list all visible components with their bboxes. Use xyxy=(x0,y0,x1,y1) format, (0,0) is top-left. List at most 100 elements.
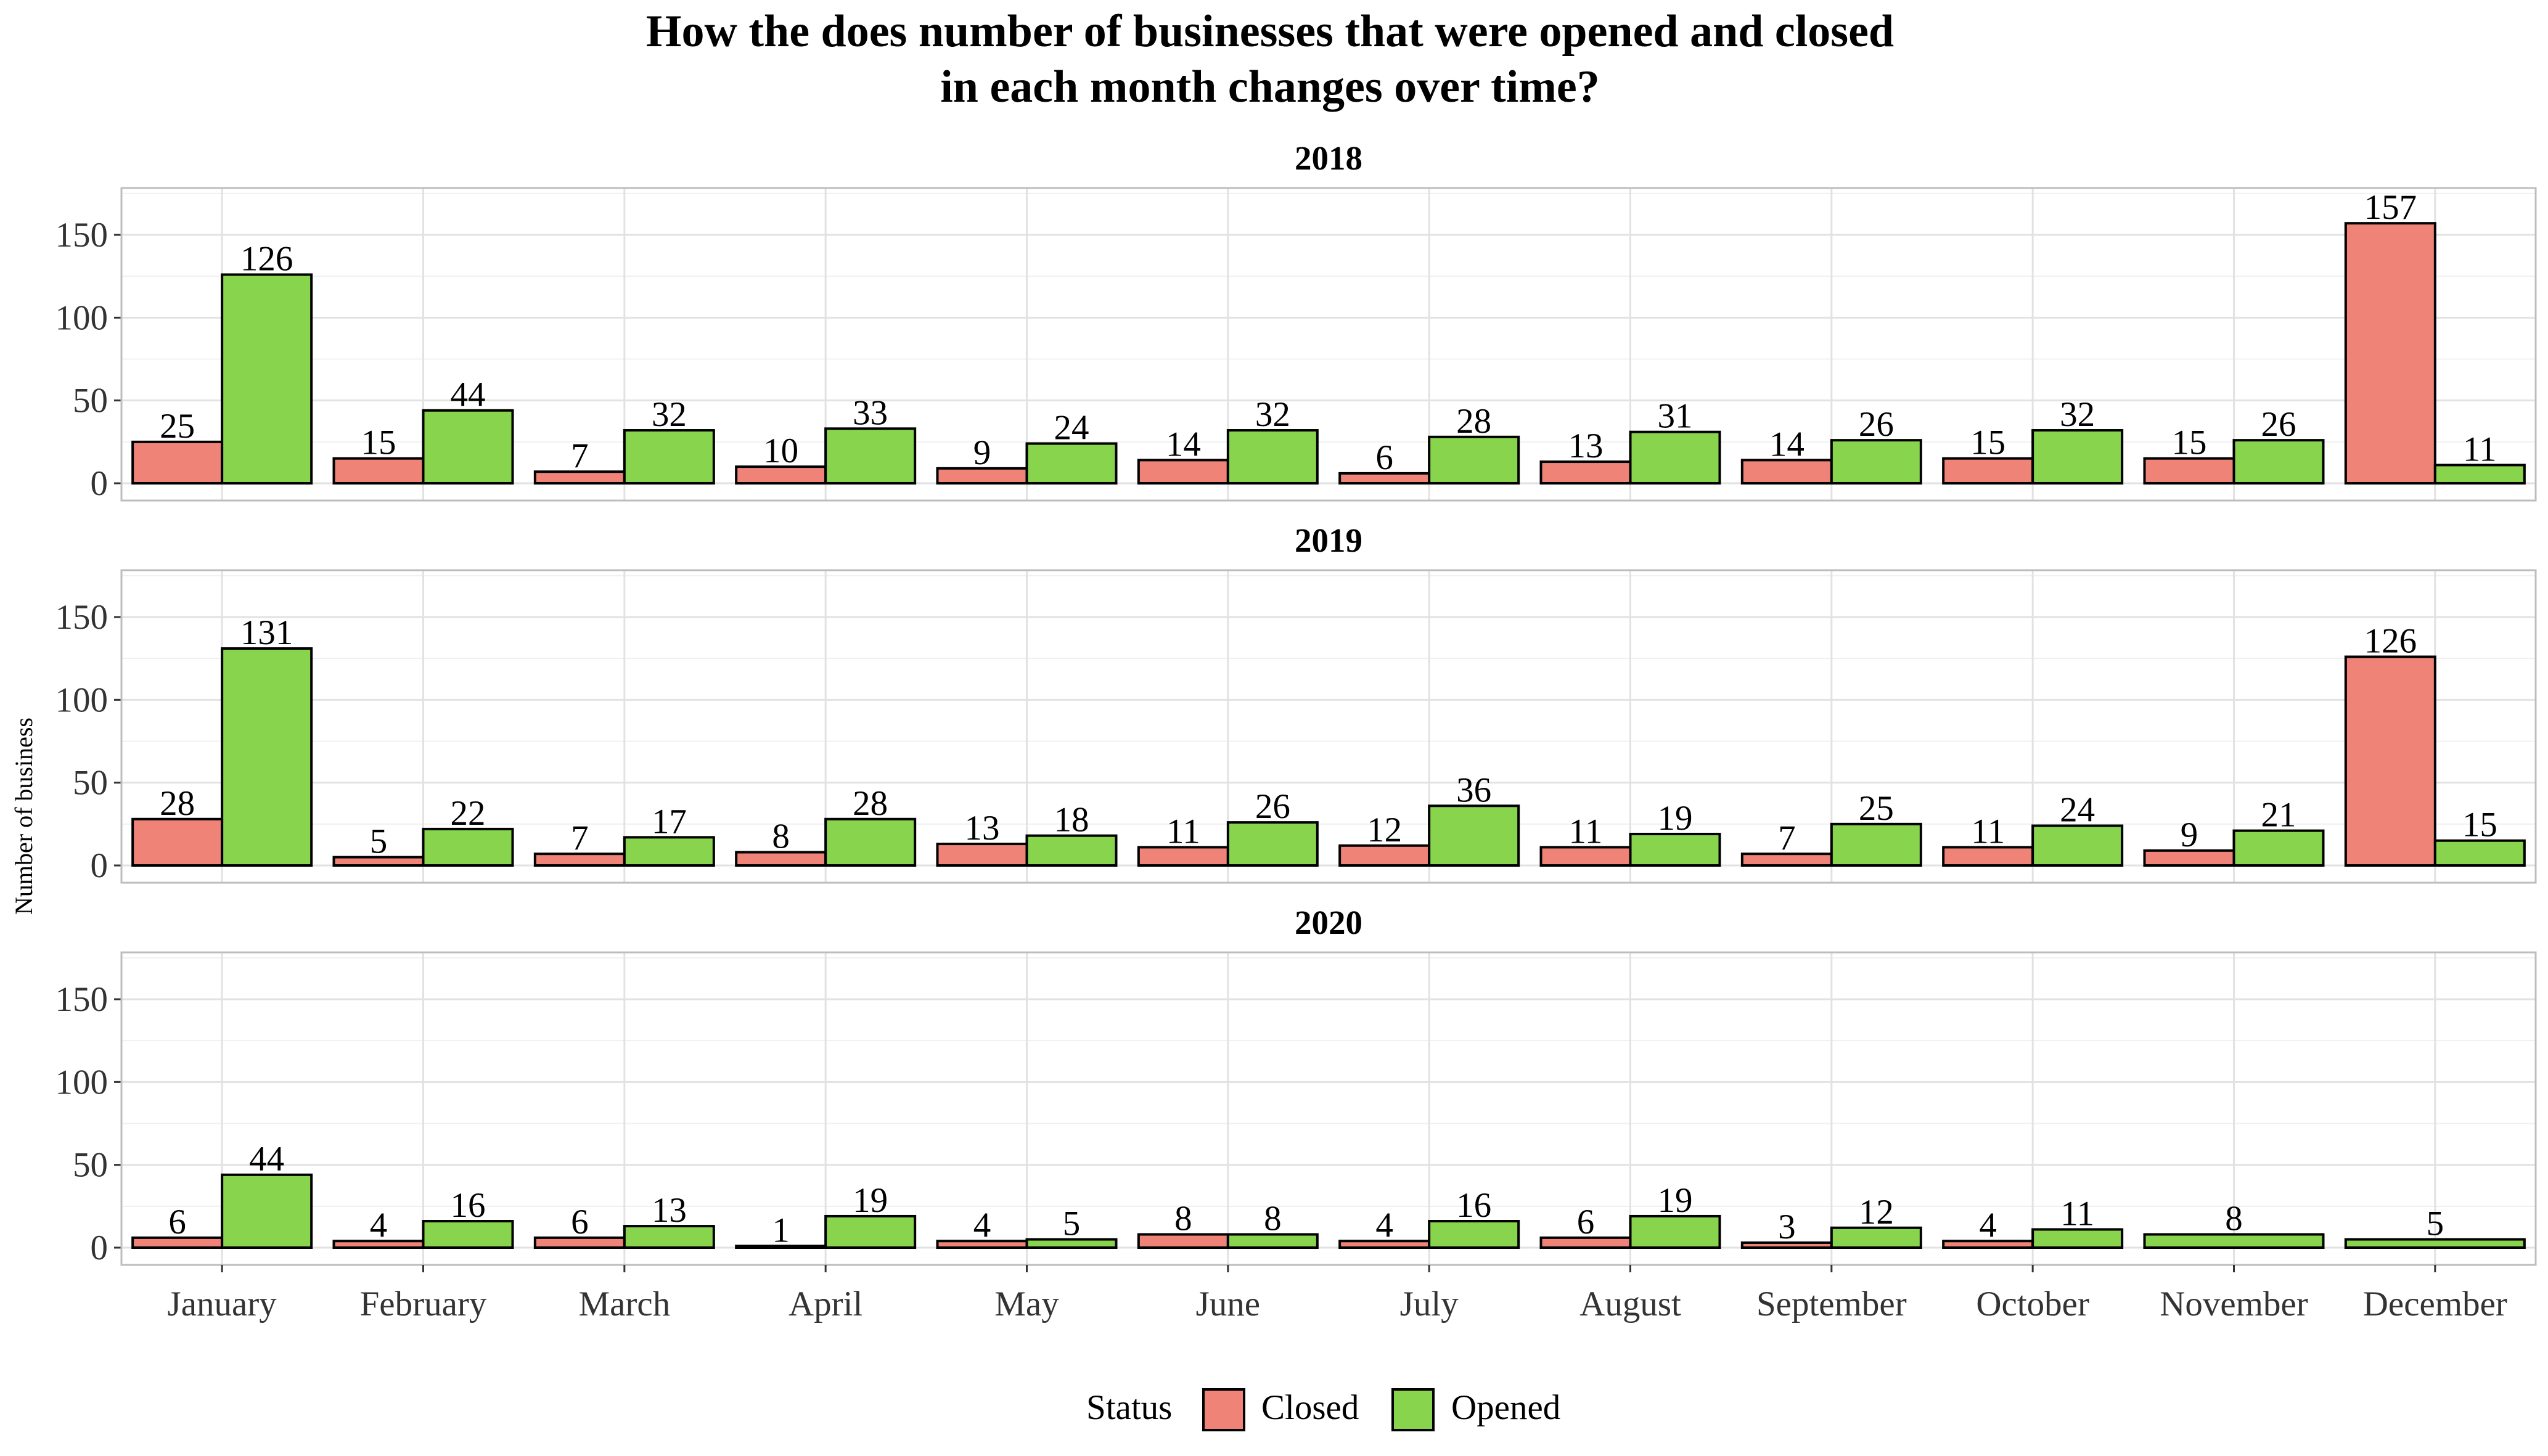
data-label-opened-2020-april: 19 xyxy=(853,1181,888,1220)
bar-opened-2019-november xyxy=(2232,829,2325,867)
legend-swatch-opened xyxy=(1391,1388,1435,1431)
bar-opened-2019-october xyxy=(2031,824,2124,867)
data-label-opened-2020-august: 19 xyxy=(1658,1181,1693,1220)
bar-opened-2019-february xyxy=(422,827,514,867)
data-label-closed-2020-january: 6 xyxy=(168,1203,186,1241)
bar-opened-2020-september xyxy=(1830,1226,1922,1249)
data-label-closed-2019-december: 126 xyxy=(2364,621,2417,660)
data-label-closed-2018-september: 14 xyxy=(1769,425,1804,464)
data-label-closed-2018-august: 13 xyxy=(1568,427,1604,465)
bar-opened-2018-january xyxy=(221,273,313,485)
bar-closed-2018-january xyxy=(131,440,224,485)
x-axis: January February March April May June July Augu… xyxy=(168,1265,2507,1323)
data-label-opened-2018-january: 126 xyxy=(240,239,293,278)
bar-closed-2019-october xyxy=(1942,846,2034,867)
bar-opened-2020-february xyxy=(422,1220,514,1249)
data-label-closed-2018-march: 7 xyxy=(571,436,589,475)
data-label-opened-2020-july: 16 xyxy=(1456,1186,1491,1225)
y-tick-label: 100 xyxy=(55,298,109,337)
data-label-opened-2019-november: 21 xyxy=(2261,796,2296,835)
bar-opened-2018-october xyxy=(2031,429,2124,485)
bar-opened-2018-june xyxy=(1226,429,1319,485)
data-label-closed-2018-october: 15 xyxy=(1970,423,2005,462)
data-label-closed-2019-may: 13 xyxy=(965,809,1000,848)
bar-opened-2018-august xyxy=(1629,430,1721,485)
data-label-opened-2019-february: 22 xyxy=(451,794,486,833)
bar-closed-2019-january xyxy=(131,817,224,867)
bar-opened-2020-december xyxy=(2344,1238,2526,1249)
data-label-closed-2020-september: 3 xyxy=(1778,1208,1796,1246)
facet-title-2020: 2020 xyxy=(1295,904,1362,941)
bar-opened-2018-december xyxy=(2433,464,2526,485)
data-label-opened-2019-january: 131 xyxy=(240,613,293,652)
legend: Status Closed Opened xyxy=(1086,1388,1560,1431)
data-label-opened-2020-march: 13 xyxy=(652,1191,687,1230)
data-label-opened-2018-october: 32 xyxy=(2060,395,2095,434)
bar-opened-2020-january xyxy=(221,1173,313,1249)
panel-background xyxy=(121,570,2536,883)
legend-swatch-closed xyxy=(1202,1388,1245,1431)
x-tick-label-february: February xyxy=(360,1285,487,1323)
x-tick-label-august: August xyxy=(1579,1285,1681,1323)
bar-opened-2018-march xyxy=(623,429,715,485)
data-label-closed-2019-march: 7 xyxy=(571,819,589,857)
data-label-closed-2018-april: 10 xyxy=(763,431,798,470)
data-label-opened-2018-may: 24 xyxy=(1054,409,1089,448)
x-tick-label-april: April xyxy=(789,1285,862,1323)
panel-border xyxy=(120,187,2537,502)
bar-opened-2020-june xyxy=(1226,1233,1319,1249)
data-label-closed-2019-november: 9 xyxy=(2181,816,2198,854)
facet-title-2019: 2019 xyxy=(1295,521,1362,559)
data-label-closed-2019-october: 11 xyxy=(1971,812,2005,851)
data-label-closed-2020-june: 8 xyxy=(1174,1200,1192,1238)
x-tick-label-december: December xyxy=(2363,1285,2507,1323)
data-label-opened-2018-june: 32 xyxy=(1255,395,1290,434)
bar-closed-2018-november xyxy=(2143,457,2235,485)
x-tick-label-march: March xyxy=(578,1285,670,1323)
bar-opened-2019-may xyxy=(1025,834,1118,867)
bar-opened-2018-july xyxy=(1428,435,1520,485)
x-tick-label-january: January xyxy=(168,1285,277,1323)
data-label-opened-2020-december: 5 xyxy=(2427,1204,2444,1243)
bar-opened-2020-march xyxy=(623,1225,715,1249)
data-label-opened-2018-september: 26 xyxy=(1859,405,1894,444)
legend-label-closed: Closed xyxy=(1261,1388,1359,1427)
bar-opened-2019-january xyxy=(221,647,313,867)
bar-closed-2018-february xyxy=(332,457,425,485)
x-tick-label-june: June xyxy=(1196,1285,1260,1323)
data-label-closed-2020-march: 6 xyxy=(571,1203,589,1241)
data-label-closed-2018-july: 6 xyxy=(1375,438,1393,477)
data-label-opened-2018-december: 11 xyxy=(2463,430,2497,468)
data-label-closed-2020-august: 6 xyxy=(1577,1203,1595,1241)
y-tick-label: 100 xyxy=(55,681,109,719)
y-tick-label: 150 xyxy=(55,598,109,637)
x-tick-label-october: October xyxy=(1976,1285,2089,1323)
bar-closed-2019-november xyxy=(2143,849,2235,867)
legend-title: Status xyxy=(1086,1388,1172,1427)
y-tick-label: 50 xyxy=(73,1146,108,1185)
bar-opened-2019-june xyxy=(1226,821,1319,867)
data-label-closed-2020-july: 4 xyxy=(1375,1206,1393,1245)
x-tick-label-may: May xyxy=(994,1285,1059,1323)
data-label-opened-2018-march: 32 xyxy=(652,395,687,434)
y-tick-label: 0 xyxy=(91,1229,109,1267)
bar-opened-2018-april xyxy=(824,427,917,485)
x-tick-label-november: November xyxy=(2160,1285,2308,1323)
data-label-closed-2018-may: 9 xyxy=(973,433,991,472)
data-label-opened-2020-october: 11 xyxy=(2060,1194,2094,1233)
y-tick-label: 50 xyxy=(73,382,108,420)
data-label-closed-2018-june: 14 xyxy=(1166,425,1201,464)
bar-opened-2019-march xyxy=(623,836,715,867)
data-label-closed-2020-february: 4 xyxy=(370,1206,388,1245)
y-tick-label: 0 xyxy=(91,464,109,503)
data-label-opened-2020-september: 12 xyxy=(1859,1193,1894,1232)
data-label-opened-2019-july: 36 xyxy=(1456,771,1491,809)
bar-closed-2019-december xyxy=(2344,655,2436,867)
data-label-opened-2018-july: 28 xyxy=(1456,402,1491,441)
bar-opened-2019-september xyxy=(1830,822,1922,867)
data-label-opened-2020-february: 16 xyxy=(451,1186,486,1225)
data-label-closed-2019-february: 5 xyxy=(370,822,388,861)
